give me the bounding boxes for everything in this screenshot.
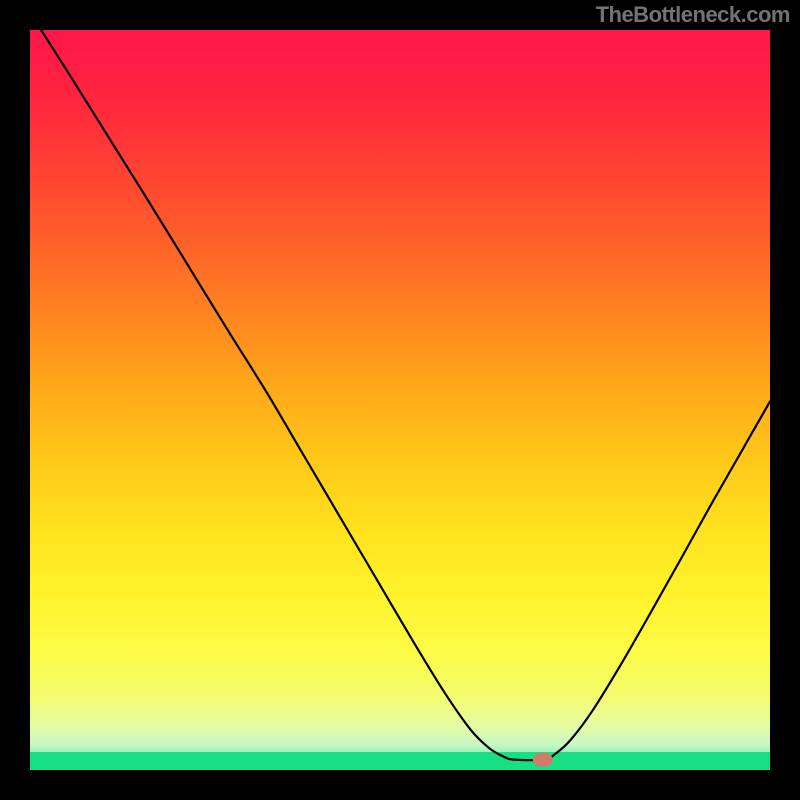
bottom-optimal-band (30, 752, 770, 770)
gradient-background (30, 30, 770, 770)
current-config-marker (533, 753, 553, 767)
watermark-text: TheBottleneck.com (596, 2, 790, 28)
bottleneck-chart (0, 0, 800, 800)
